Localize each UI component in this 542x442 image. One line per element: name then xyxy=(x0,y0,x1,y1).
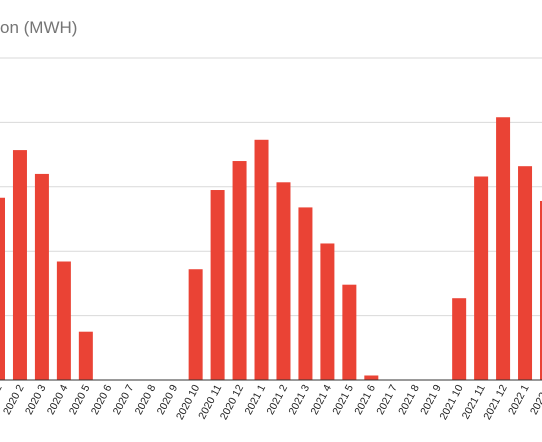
bar-2020-12 xyxy=(232,161,247,380)
bar-2020-11 xyxy=(210,190,225,380)
bar-2021-5 xyxy=(342,284,357,380)
bar-2020-1 xyxy=(0,197,5,380)
bar-2022-1 xyxy=(518,166,533,380)
bar-2021-10 xyxy=(452,298,467,380)
bar-2021-11 xyxy=(474,176,489,380)
bar-2021-3 xyxy=(298,207,313,380)
bar-2021-4 xyxy=(320,243,335,380)
bar-2020-3 xyxy=(34,173,49,380)
bar-2020-5 xyxy=(78,331,93,380)
bar-2021-12 xyxy=(496,117,511,381)
bar-2020-10 xyxy=(188,269,203,380)
bar-2022-2 xyxy=(540,200,542,380)
bar-2021-6 xyxy=(364,375,379,380)
bar-2021-2 xyxy=(276,182,291,380)
bar-2020-2 xyxy=(12,150,27,380)
chart-title: on (MWH) xyxy=(0,18,78,37)
bar-2021-1 xyxy=(254,139,269,380)
bar-2020-4 xyxy=(56,261,71,380)
